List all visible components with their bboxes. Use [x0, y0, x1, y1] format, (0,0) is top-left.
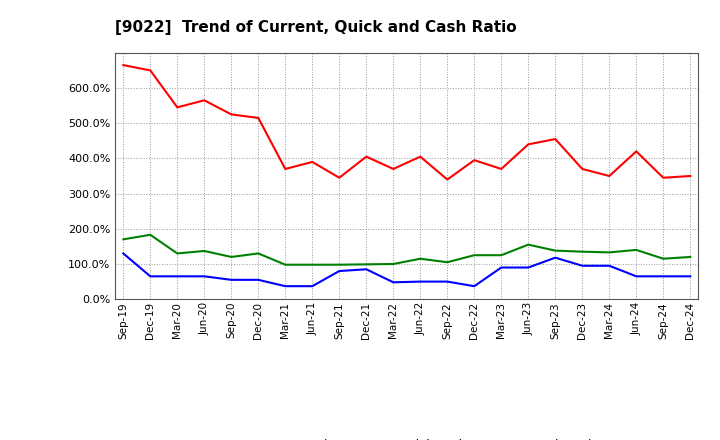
Quick Ratio [632, 247, 641, 253]
Quick Ratio [200, 248, 209, 253]
Cash Ratio [308, 283, 317, 289]
Cash Ratio [200, 274, 209, 279]
Quick Ratio [281, 262, 289, 268]
Quick Ratio [578, 249, 587, 254]
Cash Ratio [335, 268, 343, 274]
Quick Ratio [119, 237, 127, 242]
Current Ratio [578, 166, 587, 172]
Cash Ratio [605, 263, 613, 268]
Quick Ratio [227, 254, 235, 260]
Current Ratio [119, 62, 127, 68]
Cash Ratio [119, 251, 127, 256]
Cash Ratio [524, 265, 533, 270]
Quick Ratio [443, 260, 451, 265]
Current Ratio [605, 173, 613, 179]
Cash Ratio [686, 274, 695, 279]
Current Ratio [551, 136, 559, 142]
Current Ratio [227, 112, 235, 117]
Current Ratio [254, 115, 263, 121]
Cash Ratio [578, 263, 587, 268]
Cash Ratio [416, 279, 425, 284]
Quick Ratio [497, 253, 505, 258]
Text: [9022]  Trend of Current, Quick and Cash Ratio: [9022] Trend of Current, Quick and Cash … [115, 20, 517, 35]
Quick Ratio [308, 262, 317, 268]
Current Ratio [470, 158, 479, 163]
Cash Ratio [659, 274, 667, 279]
Cash Ratio [443, 279, 451, 284]
Quick Ratio [173, 251, 181, 256]
Current Ratio [524, 142, 533, 147]
Current Ratio [335, 175, 343, 180]
Cash Ratio [254, 277, 263, 282]
Line: Quick Ratio: Quick Ratio [123, 235, 690, 265]
Line: Current Ratio: Current Ratio [123, 65, 690, 180]
Cash Ratio [146, 274, 155, 279]
Current Ratio [308, 159, 317, 165]
Current Ratio [416, 154, 425, 159]
Quick Ratio [524, 242, 533, 247]
Legend: Current Ratio, Quick Ratio, Cash Ratio: Current Ratio, Quick Ratio, Cash Ratio [210, 433, 604, 440]
Cash Ratio [551, 255, 559, 260]
Current Ratio [146, 68, 155, 73]
Current Ratio [659, 175, 667, 180]
Line: Cash Ratio: Cash Ratio [123, 253, 690, 286]
Current Ratio [389, 166, 397, 172]
Current Ratio [443, 177, 451, 182]
Quick Ratio [416, 256, 425, 261]
Cash Ratio [227, 277, 235, 282]
Quick Ratio [146, 232, 155, 238]
Current Ratio [362, 154, 371, 159]
Cash Ratio [281, 283, 289, 289]
Cash Ratio [497, 265, 505, 270]
Quick Ratio [362, 262, 371, 267]
Quick Ratio [470, 253, 479, 258]
Quick Ratio [659, 256, 667, 261]
Current Ratio [173, 105, 181, 110]
Cash Ratio [173, 274, 181, 279]
Quick Ratio [605, 250, 613, 255]
Current Ratio [686, 173, 695, 179]
Quick Ratio [335, 262, 343, 268]
Cash Ratio [470, 283, 479, 289]
Current Ratio [200, 98, 209, 103]
Current Ratio [281, 166, 289, 172]
Cash Ratio [362, 267, 371, 272]
Quick Ratio [686, 254, 695, 260]
Current Ratio [497, 166, 505, 172]
Quick Ratio [254, 251, 263, 256]
Quick Ratio [389, 261, 397, 267]
Quick Ratio [551, 248, 559, 253]
Cash Ratio [389, 280, 397, 285]
Cash Ratio [632, 274, 641, 279]
Current Ratio [632, 149, 641, 154]
